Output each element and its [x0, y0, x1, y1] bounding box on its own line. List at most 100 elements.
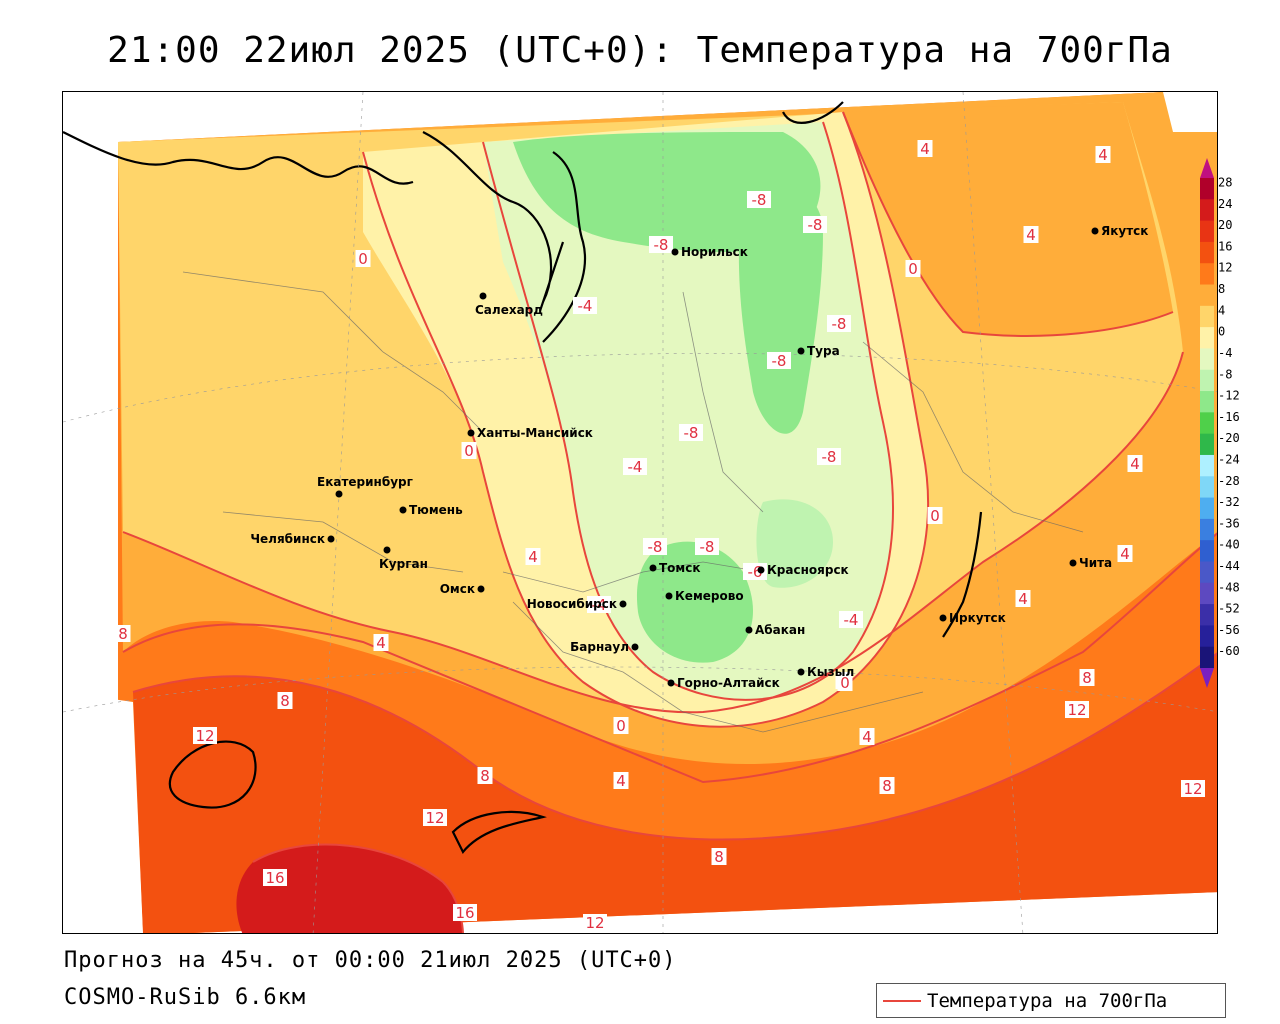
isotherm-label: 4 — [1117, 545, 1133, 563]
city-dot — [327, 535, 335, 543]
isotherm-label: 4 — [1023, 226, 1039, 244]
city-name: Чита — [1079, 556, 1112, 570]
svg-text:4: 4 — [1120, 545, 1130, 563]
colorbar-segment — [1200, 476, 1214, 499]
colorbar-tick-label: -32 — [1218, 495, 1240, 509]
city-marker: Абакан — [745, 623, 805, 637]
svg-text:0: 0 — [908, 260, 918, 278]
city-dot — [1091, 227, 1099, 235]
isotherm-label: -8 — [679, 424, 703, 442]
isotherm-label: -8 — [643, 538, 667, 556]
svg-text:-8: -8 — [654, 236, 669, 254]
city-marker: Новосибирск — [527, 597, 627, 611]
svg-text:0: 0 — [464, 442, 474, 460]
isotherm-label: 4 — [525, 548, 541, 566]
colorbar-segment — [1200, 391, 1214, 413]
admin-borders — [182, 271, 1084, 733]
svg-text:12: 12 — [195, 727, 214, 745]
isotherm-label: 4 — [1127, 455, 1143, 473]
colorbar: 28 24 20 16 12 8 4 0 -4 -8 -12 -16 -20 -24 -28 -32 -36 -4… — [1200, 158, 1240, 688]
city-name: Горно-Алтайск — [677, 676, 780, 690]
isotherm-lines — [122, 111, 1217, 933]
isotherm-label: 12 — [583, 914, 607, 932]
colorbar-tick-label: 28 — [1218, 176, 1232, 190]
isotherm-label: 4 — [1015, 590, 1031, 608]
isotherm-label: -8 — [747, 191, 771, 209]
city-dot — [671, 248, 679, 256]
colorbar-segment — [1200, 284, 1214, 307]
colorbar-segment — [1200, 625, 1214, 648]
colorbar-tick-label: -8 — [1218, 367, 1232, 381]
city-name: Тура — [807, 344, 840, 358]
isotherm-label: 4 — [917, 140, 933, 158]
isotherm-label: 8 — [277, 692, 293, 710]
city-name: Красноярск — [767, 563, 849, 577]
isotherm-label: -4 — [587, 596, 611, 614]
model-caption: COSMO-RuSib 6.6км — [64, 985, 307, 1010]
city-name: Челябинск — [250, 532, 325, 546]
svg-text:8: 8 — [480, 767, 490, 785]
colorbar-tick-label: -44 — [1218, 559, 1240, 573]
colorbar-segment — [1200, 412, 1214, 435]
svg-text:0: 0 — [616, 717, 626, 735]
city-dot — [1069, 559, 1077, 567]
colorbar-tick-label: -16 — [1218, 410, 1240, 424]
isotherm-label: 4 — [613, 772, 629, 790]
city-name: Новосибирск — [527, 597, 617, 611]
svg-text:-8: -8 — [808, 216, 823, 234]
city-marker: Якутск — [1091, 224, 1148, 238]
city-dot — [479, 292, 487, 300]
city-dot — [619, 600, 627, 608]
isotherm-label: 12 — [1181, 780, 1205, 798]
city-name: Иркутск — [949, 611, 1006, 625]
city-marker: Тура — [797, 344, 840, 358]
svg-text:-8: -8 — [684, 424, 699, 442]
isotherm-label: 8 — [477, 767, 493, 785]
city-name: Томск — [659, 561, 701, 575]
svg-text:-8: -8 — [752, 191, 767, 209]
colorbar-tick-label: -48 — [1218, 580, 1240, 594]
svg-text:8: 8 — [714, 848, 724, 866]
colorbar-tick-label: -40 — [1218, 538, 1240, 552]
isotherm-label: 0 — [837, 674, 853, 692]
svg-text:12: 12 — [585, 914, 604, 932]
colorbar-tick-label: -28 — [1218, 474, 1240, 488]
city-name: Барнаул — [570, 640, 629, 654]
isotherm-label: 8 — [1079, 669, 1095, 687]
colorbar-tick-label: -20 — [1218, 431, 1240, 445]
city-dot — [631, 643, 639, 651]
city-marker: Салехард — [475, 292, 543, 317]
colorbar-tick-label: 8 — [1218, 282, 1225, 296]
graticule — [63, 92, 1217, 933]
isotherm-label: -4 — [573, 297, 597, 315]
city-marker: Тюмень — [399, 503, 463, 517]
isotherm-label: -4 — [839, 611, 863, 629]
svg-text:-8: -8 — [822, 448, 837, 466]
colorbar-segment — [1200, 241, 1214, 264]
svg-text:4: 4 — [1018, 590, 1028, 608]
svg-text:0: 0 — [358, 250, 368, 268]
city-name: Курган — [379, 557, 428, 571]
isotherm-label: 0 — [613, 717, 629, 735]
colorbar-tick-label: -56 — [1218, 623, 1240, 637]
city-marker: Омск — [440, 582, 485, 596]
colorbar-segment — [1200, 582, 1214, 605]
isotherm-label: -8 — [649, 236, 673, 254]
isotherm-label: 4 — [1095, 146, 1111, 164]
svg-text:8: 8 — [1082, 669, 1092, 687]
temperature-map[interactable]: 444-8-8-80-80-4-8-804-4-8-80440-8-6-4-44… — [62, 91, 1218, 934]
colorbar-tick-label: -24 — [1218, 452, 1240, 466]
svg-text:4: 4 — [1098, 146, 1108, 164]
city-dot — [745, 626, 753, 634]
isotherm-label: -8 — [767, 352, 791, 370]
svg-text:-4: -4 — [628, 458, 643, 476]
colorbar-segment — [1200, 263, 1214, 286]
colorbar-segment — [1200, 220, 1214, 243]
city-marker: Екатеринбург — [317, 475, 413, 498]
isotherm-label: -8 — [817, 448, 841, 466]
svg-text:-8: -8 — [772, 352, 787, 370]
city-layer: Якутск Норильск Салехард Тура Ханты-Мансийск… — [250, 224, 1148, 690]
colorbar-tick-label: 24 — [1218, 197, 1232, 211]
city-dot — [797, 668, 805, 676]
city-marker: Челябинск — [250, 532, 335, 546]
